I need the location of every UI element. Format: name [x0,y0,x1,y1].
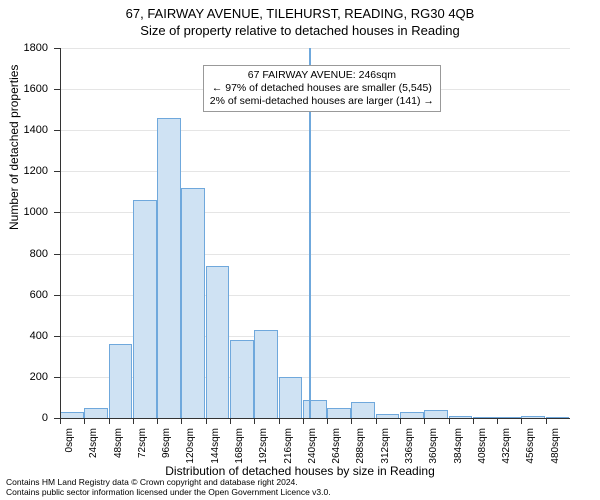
chart-title-address: 67, FAIRWAY AVENUE, TILEHURST, READING, … [0,0,600,21]
xtick-label: 24sqm [88,418,99,458]
chart-title-subtitle: Size of property relative to detached ho… [0,21,600,38]
xtick-label: 480sqm [550,418,561,464]
histogram-bar [254,330,278,418]
y-axis [60,48,61,418]
xtick-label: 240sqm [307,418,318,464]
ytick-label: 0 [42,412,60,424]
histogram-bar [157,118,181,418]
xtick-label: 288sqm [355,418,366,464]
grid-line [60,171,570,172]
ytick-label: 400 [30,330,60,342]
annotation-line1: 67 FAIRWAY AVENUE: 246sqm [210,69,434,82]
xtick-label: 408sqm [477,418,488,464]
histogram-bar [303,400,327,419]
xtick-label: 168sqm [234,418,245,464]
xtick-label: 360sqm [428,418,439,464]
grid-line [60,48,570,49]
ytick-label: 200 [30,371,60,383]
histogram-bar [279,377,303,418]
xtick-label: 456sqm [525,418,536,464]
xtick-label: 72sqm [137,418,148,458]
histogram-bar [133,200,157,418]
xtick-label: 96sqm [161,418,172,458]
x-axis [60,418,570,419]
ytick-label: 600 [30,289,60,301]
xtick-label: 312sqm [380,418,391,464]
xtick-label: 216sqm [283,418,294,464]
ytick-label: 1800 [24,42,60,54]
xtick-label: 336sqm [404,418,415,464]
annotation-line2: ← 97% of detached houses are smaller (5,… [210,82,434,95]
histogram-bar [424,410,448,418]
y-axis-label: Number of detached properties [7,65,21,230]
ytick-label: 1400 [24,124,60,136]
ytick-label: 1000 [24,206,60,218]
xtick-label: 264sqm [331,418,342,464]
ytick-label: 1200 [24,165,60,177]
footnote: Contains HM Land Registry data © Crown c… [6,478,594,498]
xtick-label: 48sqm [113,418,124,458]
histogram-bar [351,402,375,418]
xtick-label: 192sqm [258,418,269,464]
xtick-label: 120sqm [185,418,196,464]
histogram-bar [84,408,108,418]
ytick-label: 800 [30,248,60,260]
histogram-bar [181,188,205,418]
plot-area: 0200400600800100012001400160018000sqm24s… [60,48,570,418]
x-axis-label: Distribution of detached houses by size … [0,464,600,478]
histogram-bar [109,344,133,418]
footnote-line2: Contains public sector information licen… [6,488,594,498]
histogram-bar [230,340,254,418]
ytick-label: 1600 [24,83,60,95]
xtick-label: 144sqm [210,418,221,464]
annotation-line3: 2% of semi-detached houses are larger (1… [210,95,434,108]
annotation-box: 67 FAIRWAY AVENUE: 246sqm← 97% of detach… [203,65,441,112]
histogram-bar [327,408,351,418]
xtick-label: 0sqm [64,418,75,452]
grid-line [60,130,570,131]
xtick-label: 432sqm [501,418,512,464]
histogram-bar [206,266,230,418]
xtick-label: 384sqm [453,418,464,464]
